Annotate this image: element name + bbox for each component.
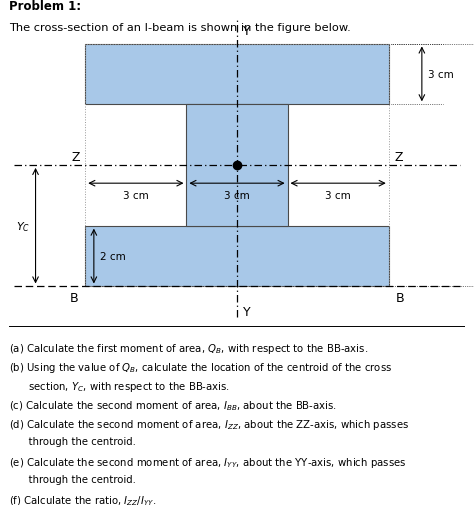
- Bar: [85, 226, 389, 287]
- Text: 3 cm: 3 cm: [224, 190, 250, 200]
- Text: through the centroid.: through the centroid.: [9, 475, 137, 484]
- Text: section, $Y_C$, with respect to the BB-axis.: section, $Y_C$, with respect to the BB-a…: [9, 379, 230, 393]
- Bar: [85, 44, 389, 287]
- Text: Y: Y: [243, 25, 250, 38]
- Text: (a) Calculate the first moment of area, $Q_B$, with respect to the BB-axis.: (a) Calculate the first moment of area, …: [9, 341, 369, 355]
- Text: Z: Z: [71, 150, 80, 163]
- Text: (d) Calculate the second moment of area, $I_{ZZ}$, about the ZZ-axis, which pass: (d) Calculate the second moment of area,…: [9, 417, 410, 431]
- Text: The cross-section of an I-beam is shown in the figure below.: The cross-section of an I-beam is shown …: [9, 23, 351, 33]
- Text: 3 cm: 3 cm: [325, 190, 351, 200]
- Text: $Y_C$: $Y_C$: [16, 219, 30, 233]
- Bar: [85, 44, 389, 105]
- Text: Y: Y: [243, 306, 250, 319]
- Text: 3 cm: 3 cm: [428, 70, 453, 80]
- Text: 3 cm: 3 cm: [123, 190, 149, 200]
- Text: (f) Calculate the ratio, $I_{ZZ}/I_{YY}$.: (f) Calculate the ratio, $I_{ZZ}/I_{YY}$…: [9, 493, 157, 505]
- Text: B: B: [396, 291, 404, 305]
- Text: (c) Calculate the second moment of area, $I_{BB}$, about the BB-axis.: (c) Calculate the second moment of area,…: [9, 398, 337, 412]
- Text: (b) Using the value of $Q_B$, calculate the location of the centroid of the cros: (b) Using the value of $Q_B$, calculate …: [9, 360, 393, 374]
- Text: through the centroid.: through the centroid.: [9, 436, 137, 446]
- Bar: [186, 105, 288, 226]
- Text: (e) Calculate the second moment of area, $I_{YY}$, about the YY-axis, which pass: (e) Calculate the second moment of area,…: [9, 456, 407, 469]
- Text: Z: Z: [394, 150, 403, 163]
- Text: Problem 1:: Problem 1:: [9, 0, 82, 13]
- Text: B: B: [70, 291, 78, 305]
- Text: 2 cm: 2 cm: [100, 251, 126, 262]
